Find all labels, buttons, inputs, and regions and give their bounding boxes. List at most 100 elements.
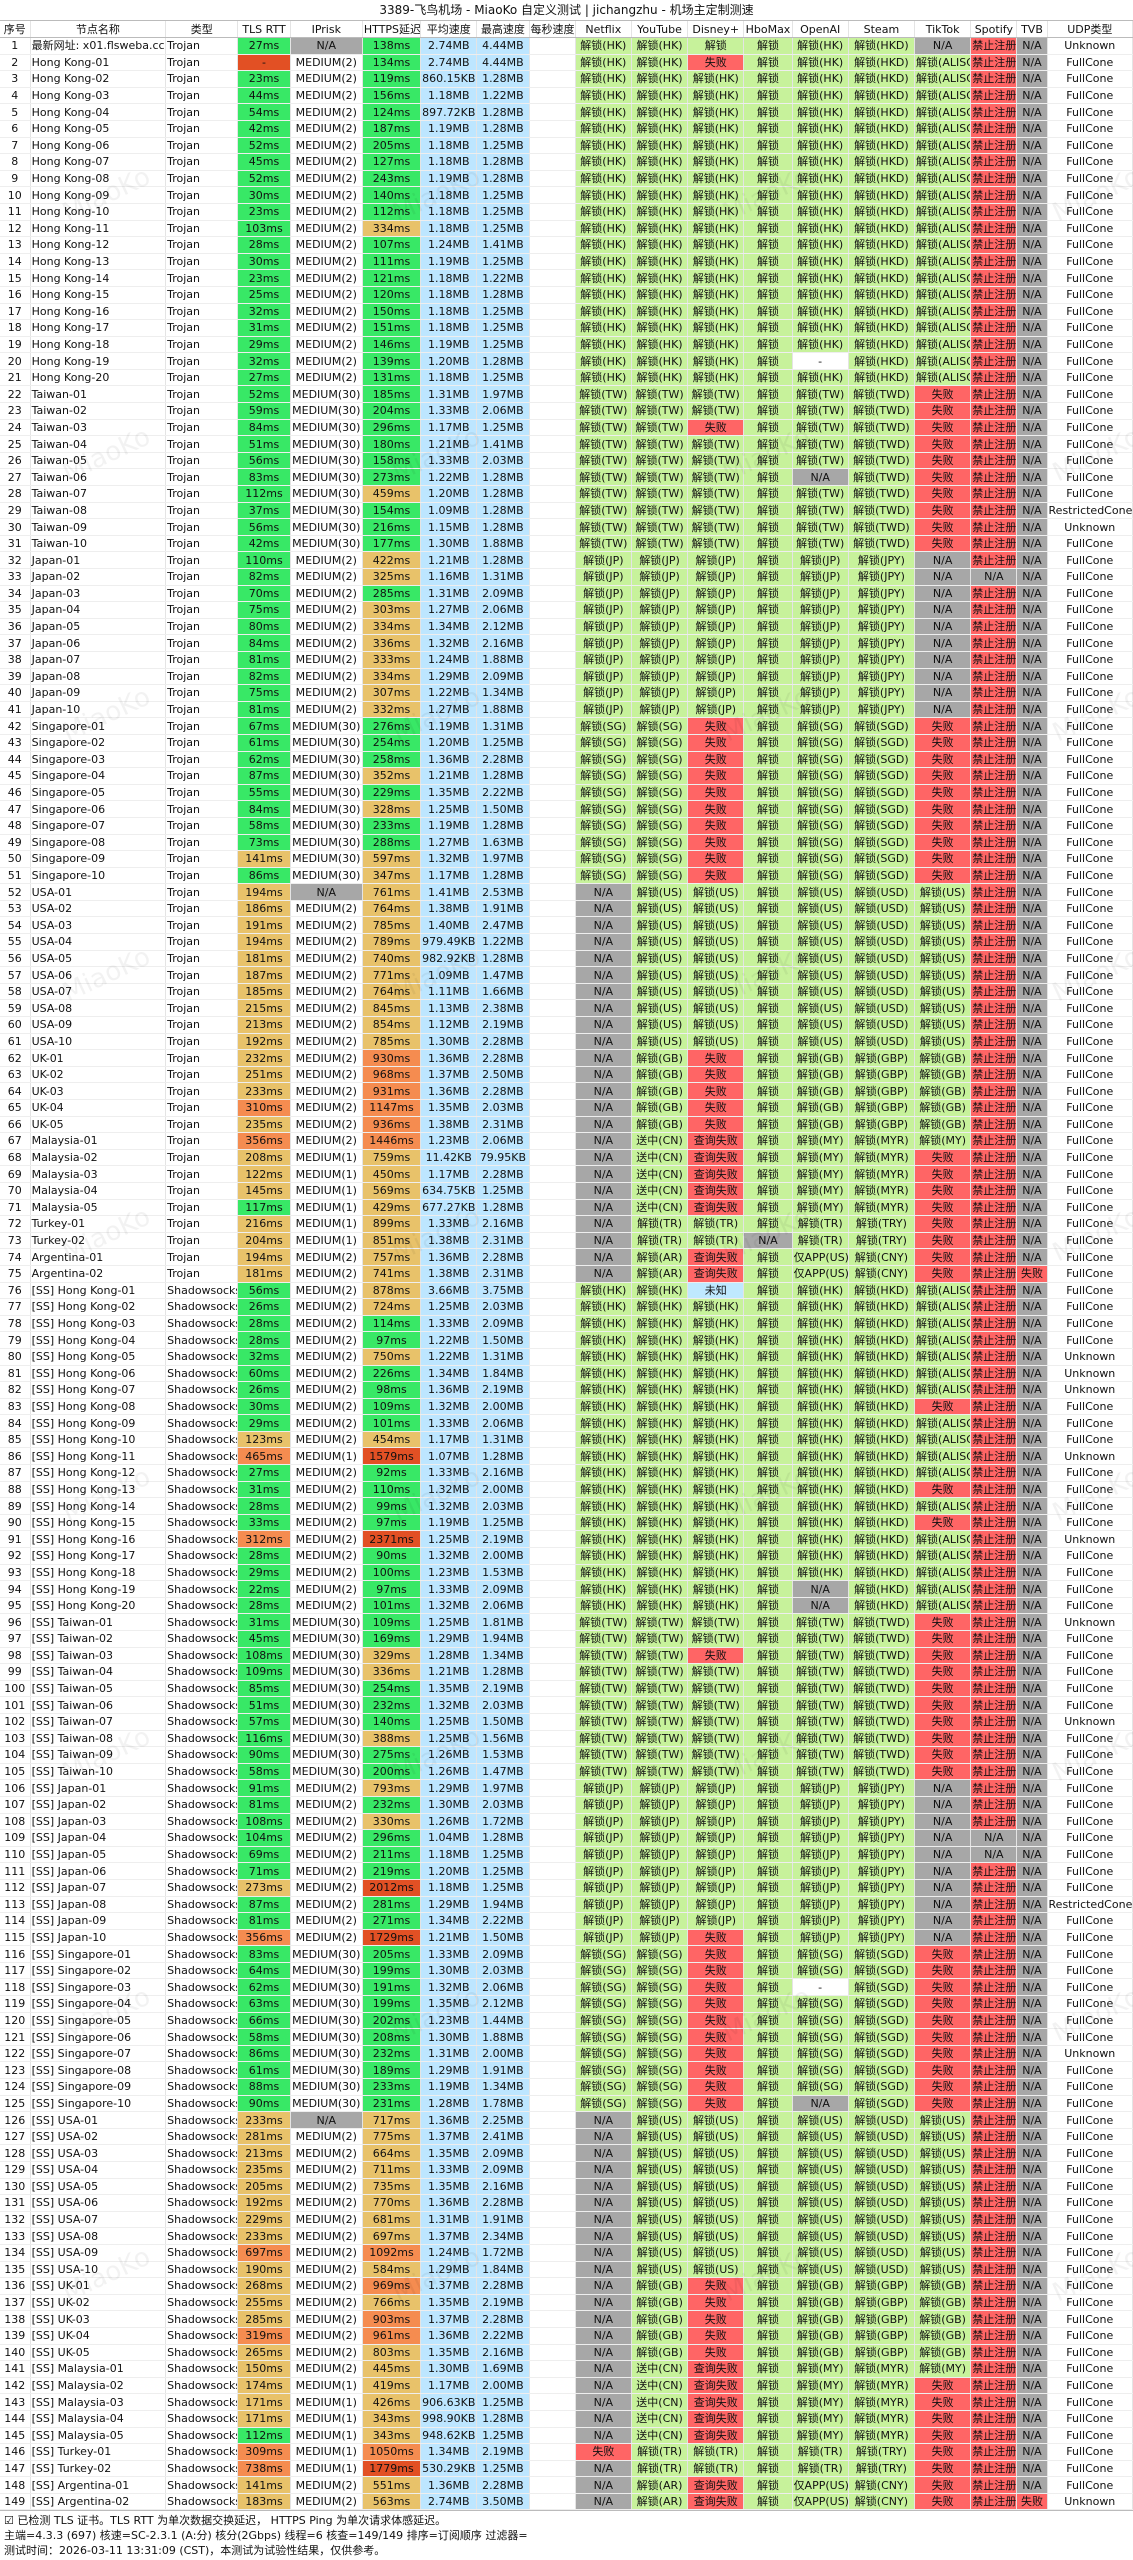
cell-node-name: [SS] Japan-06: [30, 1862, 167, 1880]
cell-steam: 解锁(SGD): [848, 834, 916, 852]
cell-index: 23: [0, 402, 31, 420]
cell-speed-per-sec: [529, 1763, 576, 1781]
cell-https-latency: 770ms: [362, 2194, 422, 2212]
table-row: 8 Hong Kong-07 Trojan 45ms MEDIUM(2) 127ms 1.1…: [0, 153, 1133, 171]
cell-node-name: [SS] Hong Kong-16: [30, 1530, 167, 1549]
cell-speed-per-sec: [529, 435, 576, 453]
cell-max-speed: 2.06MB: [476, 1132, 530, 1150]
cell-spotify: 禁止注册: [970, 535, 1018, 553]
cell-tls-rtt: 62ms: [237, 751, 291, 769]
cell-max-speed: 2.00MB: [476, 1398, 530, 1416]
cell-tvb: N/A: [1016, 1813, 1048, 1831]
cell-index: 47: [0, 800, 31, 818]
cell-openai: 解锁(US): [792, 2244, 849, 2262]
cell-type: Trojan: [165, 1099, 239, 1117]
cell-iprisk: MEDIUM(2): [290, 1580, 363, 1598]
cell-tiktok: 失败: [914, 1746, 972, 1764]
cell-udp-type: FullCone: [1047, 784, 1133, 802]
cell-tvb: N/A: [1016, 1746, 1048, 1764]
cell-max-speed: 1.31MB: [476, 568, 530, 586]
cell-openai: 解锁(HK): [792, 220, 849, 238]
table-row: 138 [SS] UK-03 Shadowsocks 285ms MEDIUM(2) 90…: [0, 2310, 1133, 2328]
cell-hbomax: 解锁: [743, 568, 793, 586]
cell-avg-speed: 1.34MB: [420, 2443, 478, 2461]
cell-hbomax: 解锁: [743, 1331, 793, 1349]
cell-tls-rtt: 185ms: [237, 983, 291, 1001]
cell-disney: 解锁(HK): [687, 336, 745, 354]
cell-hbomax: 解锁: [743, 352, 793, 370]
table-row: 21 Hong Kong-20 Trojan 27ms MEDIUM(2) 131ms 1.…: [0, 369, 1133, 387]
cell-avg-speed: 1.38MB: [420, 900, 478, 918]
cell-steam: 解锁(JPY): [848, 634, 916, 652]
cell-speed-per-sec: [529, 2443, 576, 2461]
cell-https-latency: 761ms: [362, 883, 422, 901]
cell-max-speed: 2.19MB: [476, 2443, 530, 2461]
cell-steam: 解锁(JPY): [848, 568, 916, 586]
cell-index: 138: [0, 2310, 31, 2328]
cell-hbomax: 解锁: [743, 1381, 793, 1399]
cell-node-name: Japan-01: [30, 551, 167, 569]
cell-steam: 解锁(SGD): [848, 717, 916, 735]
cell-tiktok: 失败: [914, 1199, 972, 1217]
cell-max-speed: 2.34MB: [476, 2227, 530, 2245]
table-row: 135 [SS] USA-10 Shadowsocks 190ms MEDIUM(2) 5…: [0, 2261, 1133, 2279]
cell-node-name: Malaysia-05: [30, 1199, 167, 1217]
cell-tls-rtt: 85ms: [237, 1680, 291, 1698]
cell-type: Shadowsocks: [165, 2460, 239, 2478]
cell-spotify: 禁止注册: [970, 385, 1018, 404]
cell-disney: 解锁(HK): [687, 186, 745, 204]
cell-spotify: 禁止注册: [970, 2144, 1018, 2162]
cell-tvb: N/A: [1016, 54, 1048, 72]
cell-udp-type: FullCone: [1047, 1630, 1133, 1648]
cell-speed-per-sec: [529, 1381, 576, 1399]
cell-tvb: N/A: [1016, 419, 1048, 437]
cell-tiktok: 失败: [914, 518, 972, 536]
cell-tls-rtt: 28ms: [237, 1597, 291, 1615]
cell-index: 118: [0, 1978, 31, 1997]
cell-tls-rtt: 52ms: [237, 170, 291, 188]
cell-netflix: 解锁(SG): [575, 1995, 632, 2013]
table-row: 134 [SS] USA-09 Shadowsocks 697ms MEDIUM(2) 1…: [0, 2244, 1133, 2262]
cell-speed-per-sec: [529, 468, 576, 487]
cell-youtube: 解锁(GB): [631, 1049, 689, 1067]
cell-type: Trojan: [165, 402, 239, 420]
cell-openai: 解锁(JP): [792, 568, 849, 586]
cell-iprisk: MEDIUM(2): [290, 54, 363, 72]
cell-tls-rtt: 233ms: [237, 2227, 291, 2245]
cell-openai: 解锁(TW): [792, 419, 849, 437]
cell-iprisk: MEDIUM(30): [290, 2095, 363, 2113]
cell-youtube: 解锁(HK): [631, 186, 689, 204]
cell-type: Shadowsocks: [165, 2128, 239, 2146]
cell-netflix: 解锁(HK): [575, 186, 632, 204]
cell-tls-rtt: 59ms: [237, 402, 291, 420]
cell-youtube: 送中(CN): [631, 1199, 689, 1217]
cell-type: Shadowsocks: [165, 1763, 239, 1781]
cell-disney: 解锁(HK): [687, 1414, 745, 1432]
cell-udp-type: FullCone: [1047, 1215, 1133, 1233]
cell-hbomax: 解锁: [743, 1431, 793, 1449]
cell-https-latency: 334ms: [362, 220, 422, 238]
cell-steam: 解锁(USD): [848, 950, 916, 968]
cell-hbomax: 解锁: [743, 1564, 793, 1582]
cell-avg-speed: 1.07MB: [420, 1447, 478, 1466]
table-row: 40 Japan-09 Trojan 75ms MEDIUM(2) 307ms 1.22MB…: [0, 684, 1133, 702]
table-row: 13 Hong Kong-12 Trojan 28ms MEDIUM(2) 107ms 1.…: [0, 236, 1133, 254]
cell-netflix: N/A: [575, 2277, 632, 2295]
cell-speed-per-sec: [529, 2128, 576, 2146]
cell-netflix: N/A: [575, 1116, 632, 1134]
cell-index: 8: [0, 153, 31, 171]
cell-hbomax: 解锁: [743, 2227, 793, 2245]
cell-tiktok: 失败: [914, 751, 972, 769]
cell-speed-per-sec: [529, 502, 576, 520]
cell-avg-speed: 1.17MB: [420, 1165, 478, 1183]
cell-tvb: N/A: [1016, 850, 1048, 868]
cell-max-speed: 1.34MB: [476, 684, 530, 702]
cell-iprisk: N/A: [290, 883, 363, 901]
cell-speed-per-sec: [529, 1696, 576, 1714]
cell-iprisk: MEDIUM(2): [290, 1033, 363, 1051]
cell-speed-per-sec: [529, 37, 576, 55]
cell-steam: 解锁(HKD): [848, 336, 916, 354]
cell-udp-type: FullCone: [1047, 634, 1133, 652]
table-row: 52 USA-01 Trojan 194ms N/A 761ms 1.41MB 2.53MB N…: [0, 883, 1133, 901]
cell-node-name: [SS] Japan-05: [30, 1846, 167, 1864]
